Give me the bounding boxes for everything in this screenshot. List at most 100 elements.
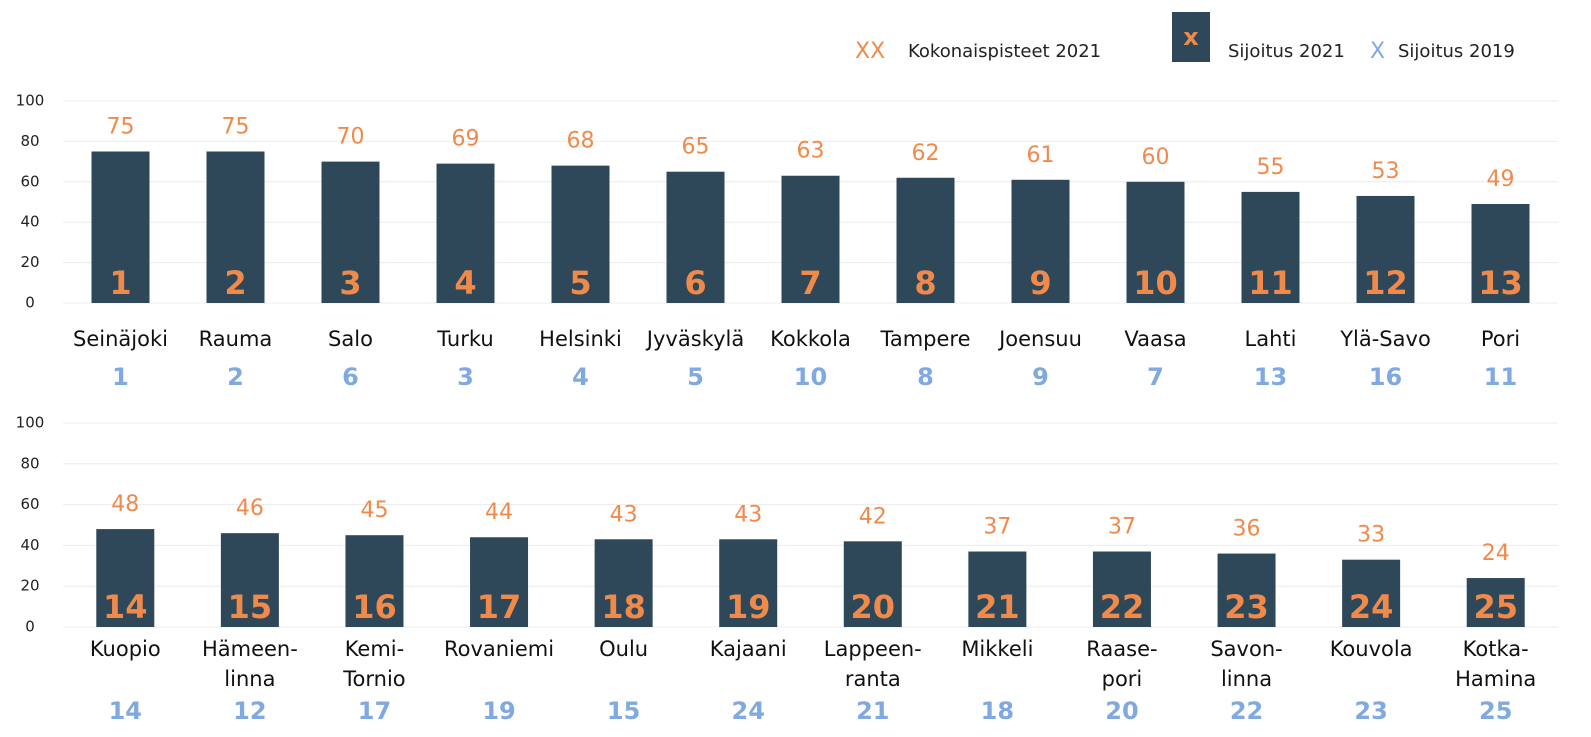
rank-2021: 25: [1473, 588, 1518, 626]
category-label: Turku: [436, 327, 493, 351]
value-label: 44: [485, 500, 513, 525]
y-tick-label: 0: [25, 618, 35, 636]
y-tick-label: 100: [16, 414, 45, 432]
bar: [91, 151, 150, 303]
rank-2021: 7: [799, 264, 821, 302]
rank-2021: 19: [726, 588, 771, 626]
category-line: Kokkola: [770, 327, 851, 351]
category-line: Vaasa: [1124, 327, 1186, 351]
rank-2021: 17: [477, 588, 522, 626]
value-label: 45: [360, 498, 388, 523]
rank-2021: 13: [1478, 264, 1523, 302]
rank-2021: 20: [851, 588, 896, 626]
rank-2019: 22: [1230, 697, 1263, 725]
bar: [666, 171, 725, 303]
category-line: Jyväskylä: [645, 327, 744, 351]
bar: [896, 177, 955, 303]
bar: [719, 539, 778, 627]
category-line: Pori: [1481, 327, 1520, 351]
category-label: Rauma: [199, 327, 273, 351]
value-label: 43: [734, 502, 762, 527]
category-line: Turku: [436, 327, 493, 351]
category-label: Kotka- Hamina: [1455, 637, 1536, 691]
category-label: Pori: [1481, 327, 1520, 351]
value-label: 49: [1487, 167, 1515, 192]
category-label: Kuopio: [90, 637, 161, 661]
legend-label: Sijoitus 2021: [1228, 41, 1345, 62]
rank-2021: 3: [339, 264, 361, 302]
rank-2021: 1: [109, 264, 131, 302]
category-line: Mikkeli: [961, 637, 1033, 661]
rank-2021: 16: [352, 588, 397, 626]
value-label: 33: [1357, 523, 1385, 548]
rank-2019: 9: [1032, 363, 1049, 391]
bar: [1126, 181, 1185, 303]
rank-2019: 20: [1105, 697, 1138, 725]
value-label: 62: [912, 141, 940, 166]
rank-2019: 14: [109, 697, 142, 725]
category-line: ranta: [845, 667, 901, 691]
bar: [1011, 179, 1070, 303]
rank-2019: 25: [1479, 697, 1512, 725]
rank-2019: 10: [794, 363, 827, 391]
rank-2019: 18: [981, 697, 1014, 725]
value-label: 48: [111, 492, 139, 517]
rank-2019: 4: [572, 363, 589, 391]
category-line: Rauma: [199, 327, 273, 351]
rank-2021: 8: [914, 264, 936, 302]
category-line: Rovaniemi: [444, 637, 554, 661]
bar: [1092, 551, 1151, 627]
value-label: 63: [797, 139, 825, 164]
rank-2021: 2: [224, 264, 246, 302]
rank-2019: 15: [607, 697, 640, 725]
category-line: Kotka-: [1463, 637, 1529, 661]
rank-2021: 23: [1224, 588, 1269, 626]
category-line: Tampere: [879, 327, 970, 351]
category-line: pori: [1102, 667, 1143, 691]
legend-symbol: x: [1183, 23, 1199, 51]
category-line: Lappeen-: [824, 637, 922, 661]
bar: [321, 161, 380, 303]
value-label: 75: [107, 115, 135, 140]
value-label: 37: [1108, 515, 1136, 540]
rank-2021: 18: [601, 588, 646, 626]
value-label: 60: [1142, 145, 1170, 170]
bar: [1466, 578, 1525, 627]
y-tick-label: 40: [20, 213, 39, 231]
bar: [1356, 195, 1415, 303]
y-tick-label: 100: [16, 92, 45, 110]
legend-label: Sijoitus 2019: [1398, 41, 1515, 62]
rank-2019: 7: [1147, 363, 1164, 391]
category-label: Hämeen-linna: [202, 637, 298, 691]
category-line: Kuopio: [90, 637, 161, 661]
y-tick-label: 20: [20, 577, 39, 595]
bar: [436, 163, 495, 303]
bar: [345, 535, 404, 627]
bar: [1342, 559, 1401, 627]
rank-2021: 6: [684, 264, 706, 302]
rank-2021: 14: [103, 588, 148, 626]
legend-label: Kokonaispisteet 2021: [908, 41, 1101, 62]
bar: [843, 541, 902, 627]
category-label: Oulu: [599, 637, 648, 661]
rank-2019: 19: [482, 697, 515, 725]
rank-2021: 22: [1100, 588, 1145, 626]
bar: [96, 529, 155, 627]
rank-2019: 21: [856, 697, 889, 725]
rank-2019: 12: [233, 697, 266, 725]
value-label: 37: [983, 515, 1011, 540]
legend-symbol: X: [1370, 39, 1385, 64]
y-tick-label: 40: [20, 536, 39, 554]
bar: [781, 175, 840, 303]
category-label: Lappeen-ranta: [824, 637, 922, 691]
category-line: Helsinki: [539, 327, 622, 351]
category-label: Raase-pori: [1086, 637, 1157, 691]
category-label: Kemi- Tornio: [342, 637, 405, 691]
category-label: Seinäjoki: [73, 327, 168, 351]
category-line: linna: [224, 667, 275, 691]
bar: [551, 165, 610, 303]
category-line: Savon-: [1210, 637, 1282, 661]
category-line: Kemi-: [345, 637, 405, 661]
rank-2019: 13: [1254, 363, 1287, 391]
value-label: 55: [1257, 155, 1285, 180]
